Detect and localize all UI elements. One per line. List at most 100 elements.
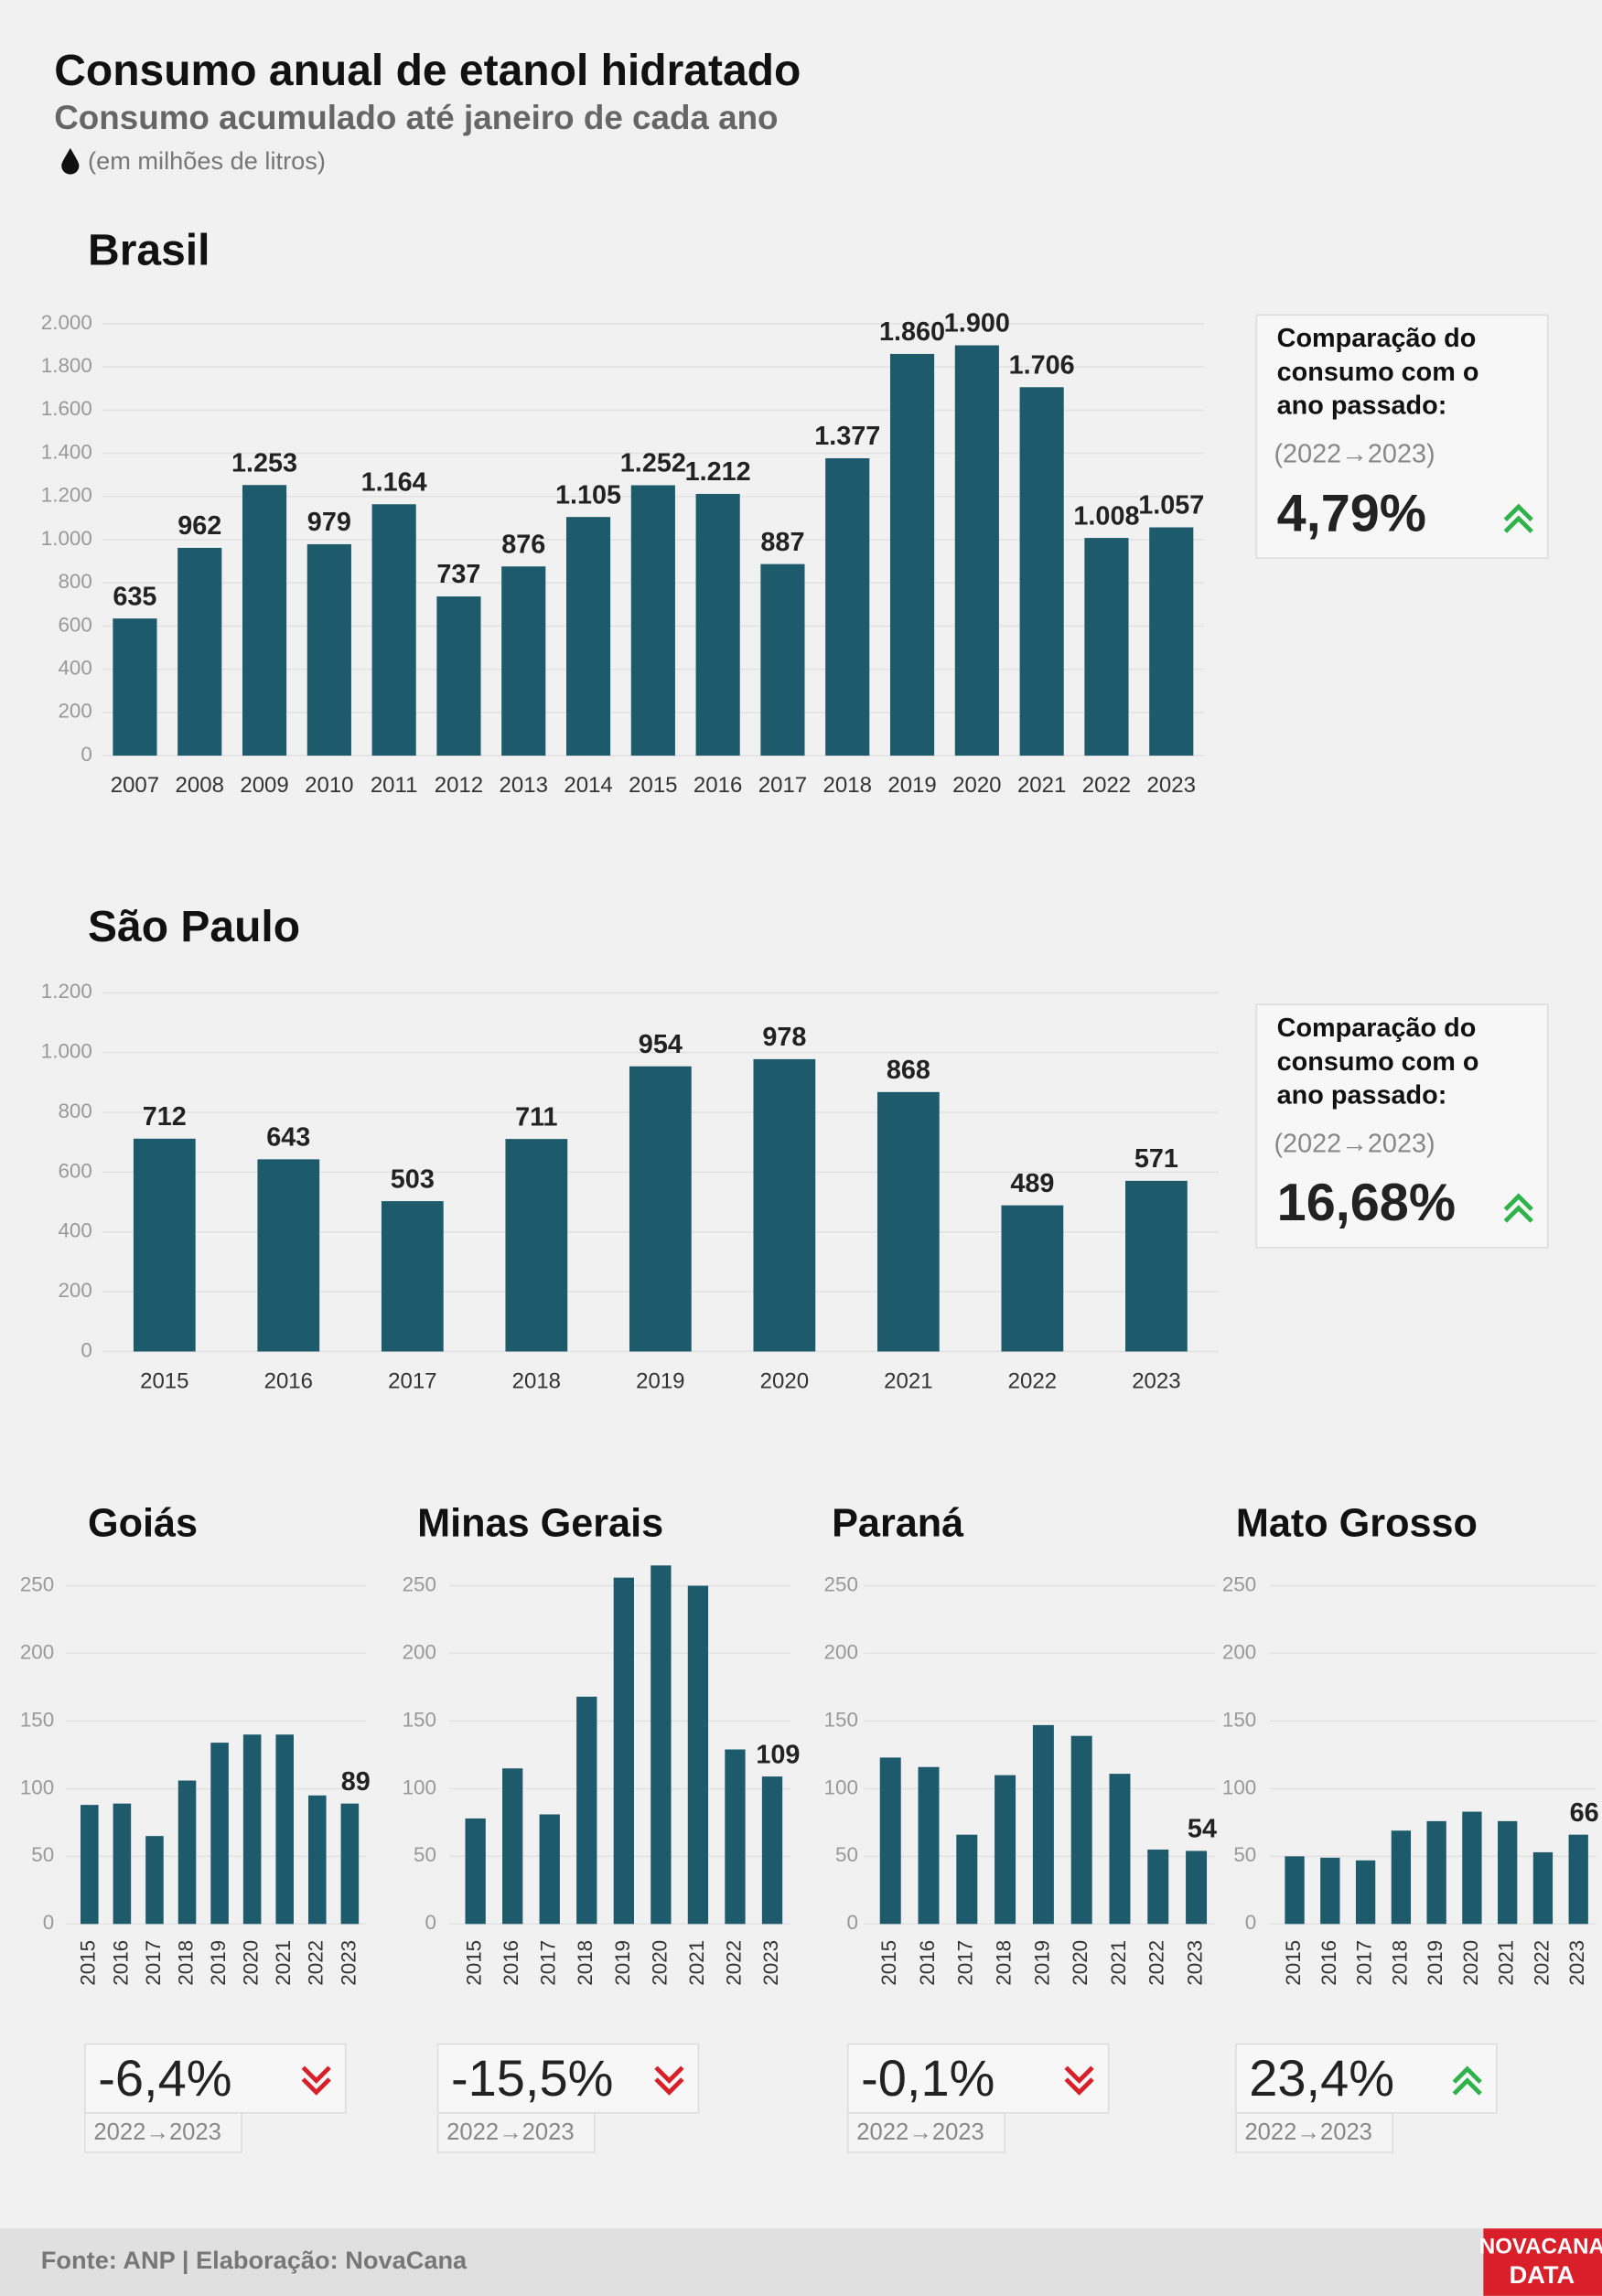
y-tick-label: 100 xyxy=(403,1776,436,1798)
x-tick-label: 2015 xyxy=(463,1940,486,1986)
x-tick-label: 2023 xyxy=(1147,773,1196,798)
x-tick-label: 2023 xyxy=(1132,1368,1180,1393)
bar xyxy=(210,1743,229,1925)
x-tick-label: 2021 xyxy=(884,1368,932,1393)
comparison-period: 2022→2023 xyxy=(856,2119,984,2145)
bar xyxy=(1426,1820,1446,1925)
x-tick-label: 2017 xyxy=(758,773,807,798)
x-tick-label: 2022 xyxy=(722,1940,745,1986)
period-box xyxy=(436,2111,596,2153)
x-tick-label: 2019 xyxy=(1030,1940,1053,1986)
x-tick-label: 2022 xyxy=(1008,1368,1057,1393)
bar xyxy=(687,1585,709,1925)
chart-title: Goiás xyxy=(88,1501,198,1545)
bar xyxy=(995,1775,1016,1925)
y-tick-label: 200 xyxy=(1222,1640,1256,1663)
data-label: 1.164 xyxy=(361,467,427,497)
comparison-box xyxy=(846,2043,1110,2114)
x-tick-label: 2021 xyxy=(1107,1940,1130,1986)
y-tick-label: 200 xyxy=(824,1640,858,1663)
data-label: 1.212 xyxy=(685,457,751,487)
y-tick-label: 50 xyxy=(414,1843,436,1866)
y-tick-label: 1.000 xyxy=(41,1040,92,1063)
x-tick-label: 2022 xyxy=(305,1940,328,1986)
y-tick-label: 100 xyxy=(1222,1776,1256,1798)
y-tick-label: 0 xyxy=(81,743,91,766)
data-label: 1.057 xyxy=(1138,491,1204,520)
y-tick-label: 250 xyxy=(20,1572,54,1595)
y-tick-label: 800 xyxy=(58,1100,91,1122)
comparison-title: consumo com o xyxy=(1277,1047,1479,1077)
x-tick-label: 2015 xyxy=(77,1940,100,1986)
data-label: 1.706 xyxy=(1009,351,1075,381)
bar xyxy=(465,1818,486,1925)
bar xyxy=(306,543,351,756)
x-tick-label: 2022 xyxy=(1530,1940,1553,1986)
bar xyxy=(565,517,611,756)
x-tick-label: 2018 xyxy=(993,1940,1016,1986)
bar xyxy=(576,1696,597,1925)
bar xyxy=(81,1805,99,1925)
trend-arrow xyxy=(1064,2077,1094,2096)
bar xyxy=(539,1814,560,1925)
comparison-title: ano passado: xyxy=(1277,1081,1447,1110)
bar xyxy=(956,1834,978,1925)
source: Fonte: ANP | Elaboração: NovaCana xyxy=(41,2246,468,2274)
y-tick-label: 0 xyxy=(43,1911,54,1934)
x-tick-label: 2017 xyxy=(954,1940,977,1986)
bar xyxy=(629,1066,692,1352)
bar xyxy=(650,1565,672,1925)
bar xyxy=(308,1795,327,1925)
comparison-box xyxy=(436,2043,700,2114)
data-label: 109 xyxy=(756,1740,800,1769)
bar xyxy=(1147,1849,1169,1925)
drop-icon xyxy=(61,147,80,175)
y-tick-label: 600 xyxy=(58,1159,91,1182)
bar xyxy=(695,493,740,756)
x-tick-label: 2010 xyxy=(305,773,353,798)
y-tick-label: 250 xyxy=(824,1572,858,1595)
comparison-value: -6,4% xyxy=(98,2049,231,2107)
x-tick-label: 2018 xyxy=(823,773,872,798)
bar xyxy=(725,1749,746,1925)
x-tick-label: 2023 xyxy=(1183,1940,1206,1986)
logo xyxy=(1483,2228,1602,2296)
bar xyxy=(340,1803,360,1925)
x-tick-label: 2016 xyxy=(1317,1940,1340,1986)
bar xyxy=(1391,1830,1412,1925)
unit-note: (em milhões de litros) xyxy=(88,146,326,175)
logo-text: DATA xyxy=(1510,2260,1575,2289)
x-tick-label: 2019 xyxy=(636,1368,684,1393)
bar xyxy=(436,596,481,756)
x-tick-label: 2019 xyxy=(207,1940,230,1986)
comparison-value: -15,5% xyxy=(451,2049,613,2107)
bar xyxy=(761,1776,783,1925)
x-tick-label: 2023 xyxy=(337,1940,360,1986)
x-tick-label: 2016 xyxy=(916,1940,939,1986)
bar xyxy=(177,1780,197,1925)
y-tick-label: 0 xyxy=(846,1911,857,1934)
bar xyxy=(501,566,546,756)
trend-arrow xyxy=(1503,1205,1533,1223)
data-label: 712 xyxy=(143,1102,187,1132)
y-tick-label: 600 xyxy=(58,613,91,636)
bar xyxy=(630,485,675,756)
x-tick-label: 2023 xyxy=(759,1940,782,1986)
y-tick-label: 150 xyxy=(20,1708,54,1731)
bar xyxy=(613,1577,634,1925)
y-tick-label: 1.800 xyxy=(41,354,92,377)
trend-arrow xyxy=(654,2065,684,2084)
comparison-title: consumo com o xyxy=(1277,358,1479,387)
x-tick-label: 2022 xyxy=(1145,1940,1168,1986)
comparison-box xyxy=(1235,2043,1498,2114)
data-label: 503 xyxy=(391,1164,435,1194)
x-tick-label: 2020 xyxy=(648,1940,671,1986)
x-tick-label: 2016 xyxy=(109,1940,132,1986)
y-tick-label: 150 xyxy=(403,1708,436,1731)
comparison-period: (2022→2023) xyxy=(1274,440,1435,469)
x-tick-label: 2020 xyxy=(1069,1940,1091,1986)
bar xyxy=(918,1766,940,1925)
trend-arrow xyxy=(1064,2065,1094,2084)
data-label: 954 xyxy=(639,1030,683,1059)
